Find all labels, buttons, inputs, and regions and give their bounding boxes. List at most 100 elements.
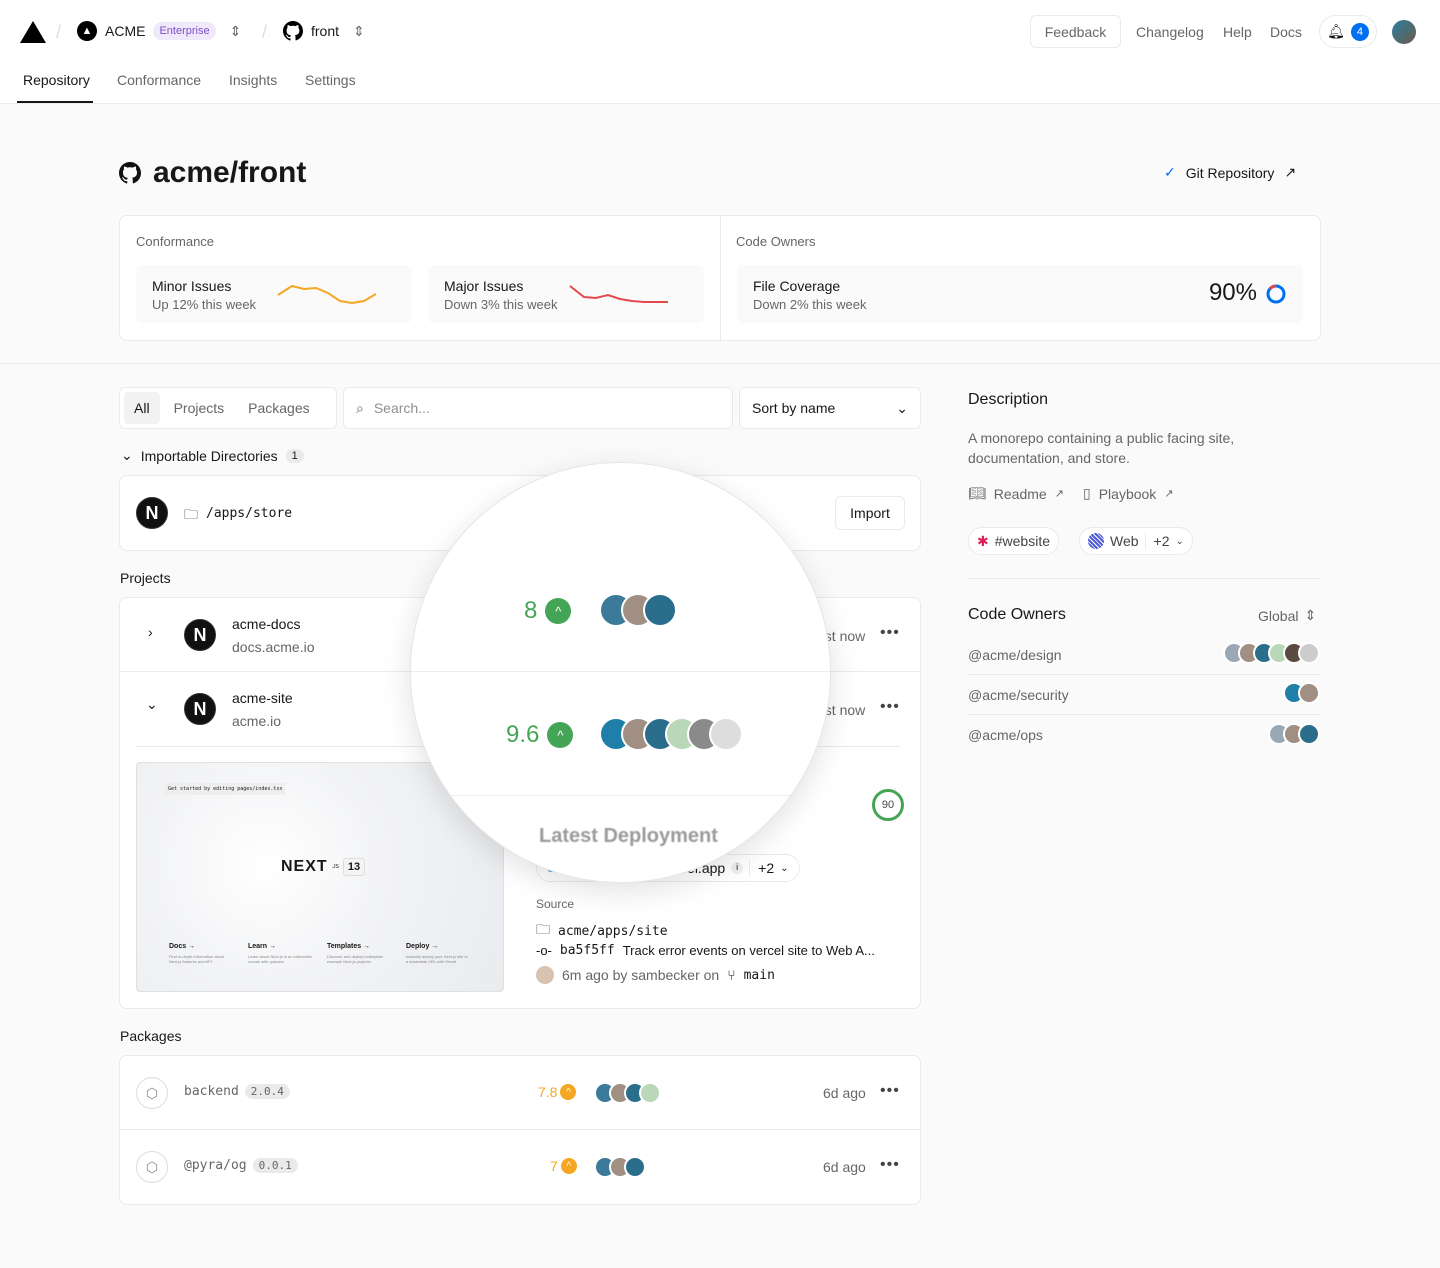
metric-subtitle: Down 3% this week [444, 297, 558, 312]
package-row[interactable]: ⬡ backend 2.0.4 7.8 ^ 6d ago ••• [120, 1056, 920, 1130]
avatar-group [1283, 682, 1320, 707]
chevron-updown-icon: ⇕ [1304, 607, 1317, 623]
code-owners-list: @acme/design @acme/security @acme/ops [968, 635, 1320, 755]
chevron-down-icon[interactable]: ⌄ [146, 696, 158, 712]
git-repository-link[interactable]: ✓ Git Repository ↗ [1164, 164, 1296, 181]
page-title: acme/front [119, 156, 306, 190]
commit-hash[interactable]: ba5f5ff [559, 943, 615, 958]
readme-link[interactable]: 📖︎ Readme ↗ [968, 485, 1064, 502]
nextjs-logo-icon: N [184, 619, 216, 651]
playbook-link[interactable]: ▯ Playbook ↗ [1083, 485, 1174, 502]
branch-icon: ⑂ [727, 967, 736, 983]
preview-link-title: Templates → [327, 943, 371, 950]
deployment-preview[interactable]: Get started by editing pages/index.tsx N… [136, 762, 504, 992]
feedback-button[interactable]: Feedback [1030, 15, 1121, 48]
tab-settings[interactable]: Settings [305, 72, 356, 88]
score-value: 8 [524, 597, 538, 624]
team-more[interactable]: +2 [1144, 533, 1170, 549]
tab-conformance[interactable]: Conformance [117, 72, 202, 88]
repo-switcher[interactable]: front ⇕ [283, 21, 365, 41]
check-icon: ✓ [1164, 164, 1176, 180]
sort-select[interactable]: Sort by name ⌄ [739, 387, 921, 429]
description-heading: Description [968, 391, 1049, 408]
packages-list: ⬡ backend 2.0.4 7.8 ^ 6d ago ••• ⬡ @pyra/o… [119, 1055, 921, 1205]
code-owner-row[interactable]: @acme/design [968, 635, 1320, 675]
package-score: 7 [550, 1158, 558, 1174]
playbook-label: Playbook [1098, 485, 1157, 502]
packages-heading: Packages [120, 1028, 182, 1044]
chevron-down-icon: ⌄ [121, 447, 133, 463]
metric-subtitle: Down 2% this week [753, 297, 867, 312]
org-switcher[interactable]: ▲ ACME Enterprise ⇕ [77, 21, 241, 41]
team-name: Web [1110, 533, 1139, 549]
score-value: 9.6 [506, 721, 540, 748]
project-name[interactable]: acme-docs [232, 616, 301, 632]
filter-packages[interactable]: Packages [248, 400, 310, 416]
slack-icon: ✱ [977, 532, 989, 549]
plan-badge: Enterprise [153, 22, 216, 40]
notifications-button[interactable]: 🔔︎ 4 [1319, 15, 1377, 48]
vercel-logo-icon[interactable] [20, 21, 46, 43]
preview-links: Docs → Find in-depth information about Ne… [169, 943, 471, 964]
package-name[interactable]: backend [184, 1084, 239, 1099]
code-owner-row[interactable]: @acme/ops [968, 715, 1320, 755]
version-badge: 13 [342, 858, 366, 876]
import-button[interactable]: Import [835, 496, 905, 530]
magnifier-overlay: 8 ^ 9.6 ^ Latest Deployment [410, 462, 831, 883]
search-icon: ⌕ [356, 399, 364, 416]
more-icon[interactable]: ••• [880, 1082, 900, 1099]
avatar-group [1223, 642, 1320, 667]
preview-link-desc: Discover and deploy boilerplate example … [327, 954, 383, 964]
package-updated: 6d ago [823, 1085, 866, 1101]
wordmark-text: NEXT [281, 858, 328, 875]
team-chip[interactable]: Web +2 ⌄ [1079, 527, 1193, 555]
user-avatar[interactable] [1392, 20, 1416, 44]
metrics-card: Conformance Minor Issues Up 12% this wee… [119, 215, 1321, 341]
file-coverage-metric[interactable]: File Coverage Down 2% this week 90% [737, 265, 1303, 323]
docs-link[interactable]: Docs [1270, 24, 1302, 40]
divider [0, 363, 1440, 364]
package-row[interactable]: ⬡ @pyra/og 0.0.1 7 ^ 6d ago ••• [120, 1130, 920, 1204]
avatar-group [594, 1082, 661, 1107]
code-owner-row[interactable]: @acme/security [968, 675, 1320, 715]
more-icon[interactable]: ••• [880, 1156, 900, 1173]
package-name[interactable]: @pyra/og [184, 1158, 247, 1173]
bell-icon: 🔔︎ [1327, 23, 1345, 39]
tab-repository[interactable]: Repository [17, 72, 93, 103]
divider [968, 578, 1320, 579]
avatar-group [1268, 722, 1320, 748]
description-text: A monorepo containing a public facing si… [968, 430, 1235, 466]
project-name[interactable]: acme-site [232, 690, 293, 706]
package-version: 2.0.4 [244, 1084, 290, 1099]
code-owners-label: Code Owners [736, 234, 816, 249]
separator: / [56, 22, 62, 42]
importable-directories-toggle[interactable]: ⌄ Importable Directories 1 [121, 447, 304, 464]
help-link[interactable]: Help [1223, 24, 1252, 40]
directory-path: /apps/store [206, 506, 293, 521]
external-link-icon: ↗ [1164, 488, 1174, 500]
lighthouse-score[interactable]: 90 [872, 789, 904, 821]
major-issues-metric[interactable]: Major Issues Down 3% this week [428, 265, 704, 323]
minor-issues-metric[interactable]: Minor Issues Up 12% this week [136, 265, 412, 323]
acme-logo-icon: ▲ [77, 21, 97, 41]
chevron-right-icon[interactable]: › [148, 624, 153, 640]
book-icon: ▯ [1083, 485, 1091, 501]
git-repository-label: Git Repository [1185, 164, 1275, 181]
project-domain[interactable]: acme.io [232, 713, 282, 729]
tab-insights[interactable]: Insights [229, 72, 278, 88]
changelog-link[interactable]: Changelog [1136, 24, 1204, 40]
owners-scope-select[interactable]: Global ⇕ [1258, 607, 1316, 624]
scope-label: Global [1258, 607, 1299, 624]
project-domain[interactable]: docs.acme.io [232, 639, 315, 655]
avatar-group [594, 1156, 646, 1181]
slack-channel-chip[interactable]: ✱ #website [968, 527, 1059, 555]
search-input[interactable]: ⌕ Search... [343, 387, 733, 429]
filter-all[interactable]: All [124, 392, 160, 424]
more-domains[interactable]: +2 [749, 860, 774, 876]
more-icon[interactable]: ••• [880, 698, 900, 715]
preview-link-desc: Instantly deploy your Next.js site to a … [406, 954, 468, 964]
chevron-down-icon: ⌄ [780, 862, 789, 874]
filter-projects[interactable]: Projects [173, 400, 225, 416]
more-icon[interactable]: ••• [880, 624, 900, 641]
source-path: 🗀 acme/apps/site [536, 919, 668, 943]
